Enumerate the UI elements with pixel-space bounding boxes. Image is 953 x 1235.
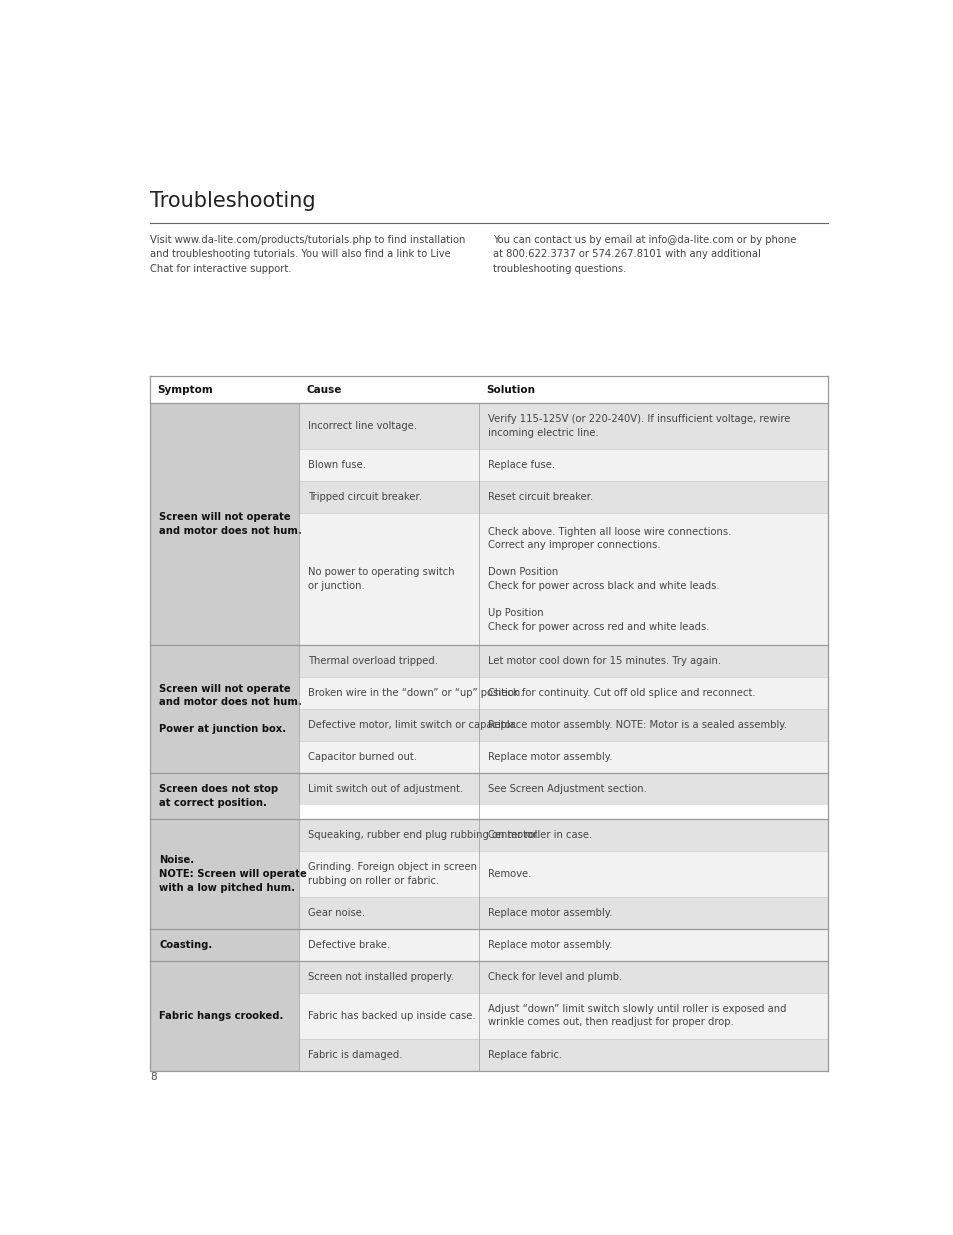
Text: Grinding. Foreign object in screen
rubbing on roller or fabric.: Grinding. Foreign object in screen rubbi… [308,862,476,885]
Bar [478,993,826,1039]
Bar [299,773,478,804]
Bar [478,961,826,993]
Text: Screen does not stop
at correct position.: Screen does not stop at correct position… [159,784,278,808]
Bar [299,1039,478,1071]
Bar [478,773,826,804]
Bar [478,677,826,709]
Bar [299,897,478,929]
Text: Fabric has backed up inside case.: Fabric has backed up inside case. [308,1010,476,1020]
Text: Noise.
NOTE: Screen will operate
with a low pitched hum.: Noise. NOTE: Screen will operate with a … [159,856,307,893]
Bar [299,677,478,709]
Bar [478,741,826,773]
Text: Verify 115-125V (or 220-240V). If insufficient voltage, rewire
incoming electric: Verify 115-125V (or 220-240V). If insuff… [487,415,789,438]
Text: Cause: Cause [306,385,342,395]
Text: See Screen Adjustment section.: See Screen Adjustment section. [487,784,646,794]
Text: Let motor cool down for 15 minutes. Try again.: Let motor cool down for 15 minutes. Try … [487,656,720,666]
Bar [478,851,826,897]
Text: Fabric is damaged.: Fabric is damaged. [308,1050,402,1060]
Text: Broken wire in the “down” or “up” position.: Broken wire in the “down” or “up” positi… [308,688,523,698]
Text: Replace motor assembly.: Replace motor assembly. [487,940,612,950]
Text: 8: 8 [151,1072,156,1082]
Text: Limit switch out of adjustment.: Limit switch out of adjustment. [308,784,463,794]
Text: Blown fuse.: Blown fuse. [308,461,366,471]
Text: Gear noise.: Gear noise. [308,908,365,918]
Text: Incorrect line voltage.: Incorrect line voltage. [308,421,416,431]
Bar [478,1039,826,1071]
Text: Symptom: Symptom [157,385,213,395]
Text: Coasting.: Coasting. [159,940,213,950]
Text: Defective brake.: Defective brake. [308,940,390,950]
Bar [478,450,826,482]
Text: Adjust “down” limit switch slowly until roller is exposed and
wrinkle comes out,: Adjust “down” limit switch slowly until … [487,1004,785,1028]
Text: Reset circuit breaker.: Reset circuit breaker. [487,492,592,503]
Bar [151,819,299,929]
Bar [299,851,478,897]
Bar [299,993,478,1039]
Text: Visit www.da-lite.com/products/tutorials.php to find installation
and troublesho: Visit www.da-lite.com/products/tutorials… [151,235,465,273]
Text: Tripped circuit breaker.: Tripped circuit breaker. [308,492,422,503]
Bar [299,403,478,450]
Bar [299,961,478,993]
Text: Fabric hangs crooked.: Fabric hangs crooked. [159,1010,283,1020]
Bar [151,929,299,961]
Text: Replace fuse.: Replace fuse. [487,461,555,471]
Bar [299,450,478,482]
Text: Capacitor burned out.: Capacitor burned out. [308,752,416,762]
Text: Defective motor, limit switch or capacitor.: Defective motor, limit switch or capacit… [308,720,517,730]
Text: You can contact us by email at info@da-lite.com or by phone
at 800.622.3737 or 5: You can contact us by email at info@da-l… [492,235,795,273]
Bar [478,929,826,961]
Bar [151,961,299,1071]
Text: Check for level and plumb.: Check for level and plumb. [487,972,621,982]
Bar [299,482,478,513]
Bar [299,929,478,961]
Text: Replace motor assembly. NOTE: Motor is a sealed assembly.: Replace motor assembly. NOTE: Motor is a… [487,720,786,730]
Text: Troubleshooting: Troubleshooting [151,191,315,211]
Bar [151,377,826,403]
Text: Screen will not operate
and motor does not hum.: Screen will not operate and motor does n… [159,513,301,536]
Text: Squeaking, rubber end plug rubbing on motor.: Squeaking, rubber end plug rubbing on mo… [308,830,539,840]
Text: Screen not installed properly.: Screen not installed properly. [308,972,454,982]
Text: Check above. Tighten all loose wire connections.
Correct any improper connection: Check above. Tighten all loose wire conn… [487,526,730,632]
Bar [478,819,826,851]
Bar [478,513,826,646]
Text: Thermal overload tripped.: Thermal overload tripped. [308,656,437,666]
Bar [299,646,478,677]
Text: Check for continuity. Cut off old splice and reconnect.: Check for continuity. Cut off old splice… [487,688,755,698]
Text: Center roller in case.: Center roller in case. [487,830,591,840]
Bar [478,897,826,929]
Bar [151,646,299,773]
Text: No power to operating switch
or junction.: No power to operating switch or junction… [308,567,455,592]
Bar [478,646,826,677]
Bar [478,709,826,741]
Text: Replace motor assembly.: Replace motor assembly. [487,908,612,918]
Bar [478,403,826,450]
Text: Screen will not operate
and motor does not hum.

Power at junction box.: Screen will not operate and motor does n… [159,684,301,735]
Text: Replace motor assembly.: Replace motor assembly. [487,752,612,762]
Bar [151,773,299,819]
Bar [299,513,478,646]
Text: Solution: Solution [486,385,535,395]
Text: Remove.: Remove. [487,869,531,879]
Bar [478,482,826,513]
Bar [299,819,478,851]
Bar [151,403,299,646]
Bar [299,709,478,741]
Text: Replace fabric.: Replace fabric. [487,1050,561,1060]
Bar [299,741,478,773]
